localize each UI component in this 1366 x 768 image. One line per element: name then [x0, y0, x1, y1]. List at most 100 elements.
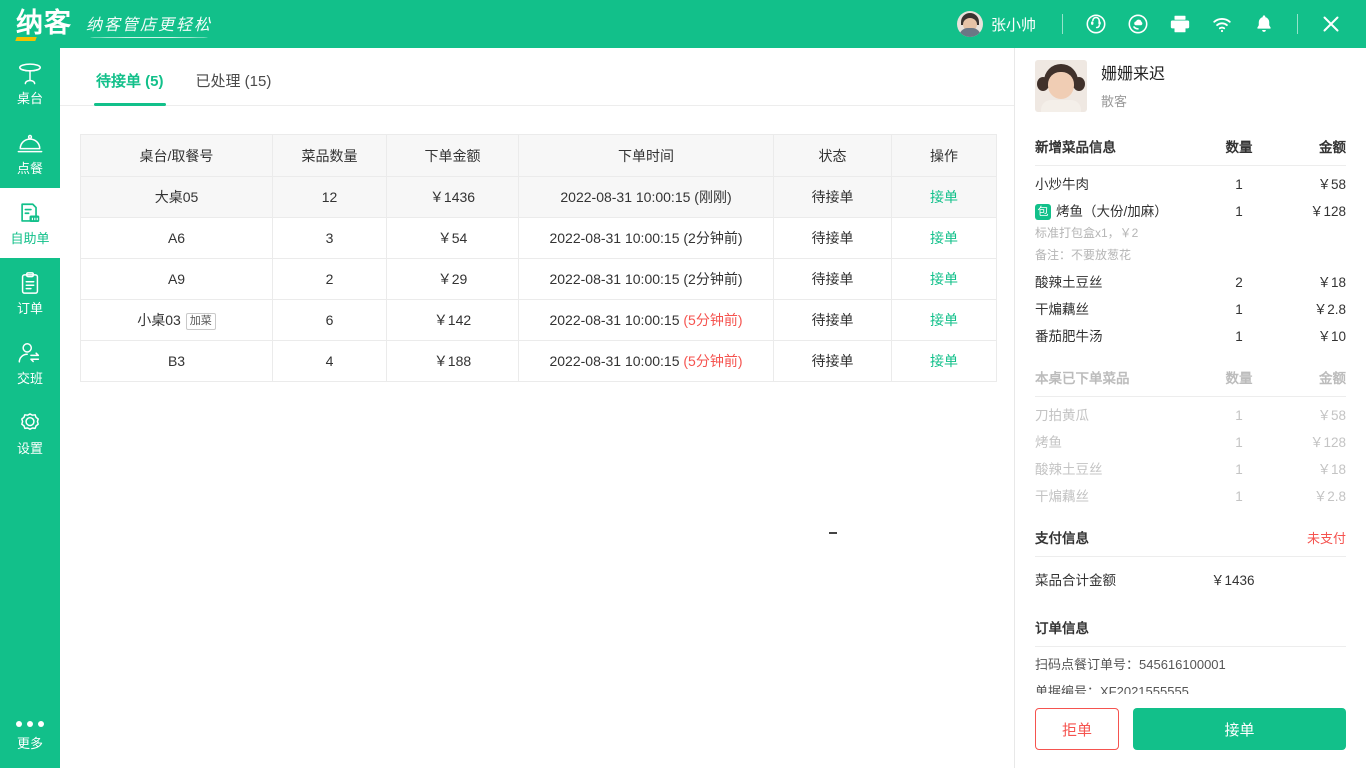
- header-divider-2: [1297, 14, 1298, 34]
- existing-dishes-amount-col: 金额: [1319, 371, 1346, 386]
- new-dishes-title: 新增菜品信息: [1035, 140, 1116, 155]
- payment-header: 支付信息 未支付: [1035, 517, 1346, 557]
- cell-action: 接单: [891, 217, 997, 259]
- dish-row: 干煸藕丝 1 ￥2.8: [1035, 291, 1346, 318]
- dish-name: 小炒牛肉: [1035, 177, 1089, 192]
- dish-note: 标准打包盒x1，￥2: [1035, 226, 1139, 240]
- cell-amount: ￥188: [386, 340, 519, 382]
- cell-table-no: B3: [80, 340, 273, 382]
- customer-name: 姗姗来迟: [1101, 65, 1166, 83]
- cell-time: 2022-08-31 10:00:15 (2分钟前): [518, 258, 774, 300]
- wifi-icon[interactable]: [1201, 0, 1243, 48]
- sidebar-item-order-food[interactable]: 点餐: [0, 118, 60, 188]
- headset-icon[interactable]: [1075, 0, 1117, 48]
- dish-qty: 1: [1235, 489, 1243, 504]
- tab-pending[interactable]: 待接单 (5): [80, 70, 180, 106]
- tab-processed[interactable]: 已处理 (15): [195, 73, 272, 90]
- cell-table-no: 小桌03 加菜: [80, 299, 273, 341]
- dish-note: 备注：不要放葱花: [1035, 248, 1132, 262]
- dish-name: 酸辣土豆丝: [1035, 462, 1103, 477]
- dish-qty: 1: [1235, 302, 1243, 317]
- close-icon[interactable]: [1310, 0, 1352, 48]
- cell-time: 2022-08-31 10:00:15 (刚刚): [518, 176, 774, 218]
- accept-order-link[interactable]: 接单: [930, 312, 958, 328]
- customer-type: 散客: [1101, 93, 1128, 109]
- cell-table-no: A6: [80, 217, 273, 259]
- cell-qty: 2: [272, 258, 387, 300]
- existing-dishes-title: 本桌已下单菜品: [1035, 371, 1130, 386]
- dish-amount: ￥18: [1317, 462, 1346, 477]
- accept-order-link[interactable]: 接单: [930, 230, 958, 246]
- col-qty: 菜品数量: [272, 134, 387, 177]
- table-header-row: 桌台/取餐号 菜品数量 下单金额 下单时间 状态 操作: [80, 134, 997, 177]
- dish-amount: ￥18: [1317, 275, 1346, 290]
- cell-status: 待接单: [773, 258, 892, 300]
- dish-row: 干煸藕丝 1 ￥2.8: [1035, 478, 1346, 505]
- order-detail-panel: 姗姗来迟 散客 新增菜品信息 数量 金额 小炒牛肉 1 ￥58 包烤鱼（大份/加…: [1014, 48, 1366, 768]
- sidebar-item-label: 交班: [16, 371, 43, 386]
- payment-total-label: 菜品合计金额: [1035, 573, 1116, 588]
- cell-status: 待接单: [773, 217, 892, 259]
- sidebar-item-tables[interactable]: 桌台: [0, 48, 60, 118]
- payment-title: 支付信息: [1035, 531, 1089, 546]
- printer-icon[interactable]: [1159, 0, 1201, 48]
- orders-table-wrap: 桌台/取餐号 菜品数量 下单金额 下单时间 状态 操作 大桌05 12 ￥143: [60, 106, 1014, 382]
- sidebar: 桌台 点餐: [0, 48, 60, 768]
- sidebar-item-shift[interactable]: 交班: [0, 328, 60, 398]
- cell-qty: 4: [272, 340, 387, 382]
- customer-text: 姗姗来迟 散客: [1101, 63, 1165, 110]
- order-detail-scroll: 姗姗来迟 散客 新增菜品信息 数量 金额 小炒牛肉 1 ￥58 包烤鱼（大份/加…: [1015, 48, 1366, 694]
- sidebar-item-more[interactable]: 更多: [0, 704, 60, 768]
- bell-icon[interactable]: [1243, 0, 1285, 48]
- payment-status-badge: 未支付: [1306, 531, 1346, 546]
- accept-order-link[interactable]: 接单: [930, 271, 958, 287]
- order-info-line: 扫码点餐订单号：545616100001: [1035, 657, 1226, 672]
- customer-avatar: [1035, 60, 1087, 112]
- self-order-icon: [16, 201, 44, 227]
- cell-amount: ￥54: [386, 217, 519, 259]
- sidebar-item-orders[interactable]: 订单: [0, 258, 60, 328]
- app-header: 纳客 纳客管店更轻松 张小帅: [0, 0, 1366, 48]
- dish-qty: 1: [1235, 408, 1243, 423]
- dish-row: 包烤鱼（大份/加麻） 1 ￥128: [1035, 193, 1346, 220]
- reject-order-button[interactable]: 拒单: [1035, 708, 1119, 750]
- dish-name: 刀拍黄瓜: [1035, 408, 1089, 423]
- accept-order-link[interactable]: 接单: [930, 189, 958, 205]
- cloud-sync-icon[interactable]: [1117, 0, 1159, 48]
- dish-row: 小炒牛肉 1 ￥58: [1035, 166, 1346, 193]
- cursor-artifact: [829, 532, 837, 534]
- dish-name: 番茄肥牛汤: [1035, 329, 1103, 344]
- sidebar-item-label: 点餐: [16, 161, 43, 176]
- header-actions: 张小帅: [956, 0, 1352, 48]
- sidebar-item-settings[interactable]: 设置: [0, 398, 60, 468]
- order-info-header: 订单信息: [1035, 607, 1346, 647]
- sidebar-item-label: 订单: [16, 301, 43, 316]
- dish-qty: 1: [1235, 462, 1243, 477]
- table-row[interactable]: 大桌05 12 ￥1436 2022-08-31 10:00:15 (刚刚) 待…: [80, 176, 997, 218]
- shift-user-icon: [16, 341, 44, 367]
- sidebar-item-label: 设置: [16, 441, 43, 456]
- col-time: 下单时间: [518, 134, 774, 177]
- table-row[interactable]: A9 2 ￥29 2022-08-31 10:00:15 (2分钟前) 待接单 …: [80, 258, 997, 300]
- sidebar-more-label: 更多: [16, 735, 43, 751]
- accept-order-link[interactable]: 接单: [930, 353, 958, 369]
- dish-amount: ￥58: [1317, 177, 1346, 192]
- table-row[interactable]: B3 4 ￥188 2022-08-31 10:00:15 (5分钟前) 待接单…: [80, 340, 997, 382]
- customer-block: 姗姗来迟 散客: [1035, 48, 1346, 126]
- dish-name: 干煸藕丝: [1035, 489, 1089, 504]
- cell-amount: ￥29: [386, 258, 519, 300]
- accept-order-button[interactable]: 接单: [1133, 708, 1346, 750]
- table-row[interactable]: 小桌03 加菜 6 ￥142 2022-08-31 10:00:15 (5分钟前)…: [80, 299, 997, 341]
- table-row[interactable]: A6 3 ￥54 2022-08-31 10:00:15 (2分钟前) 待接单 …: [80, 217, 997, 259]
- dish-qty: 2: [1235, 275, 1243, 290]
- cell-qty: 3: [272, 217, 387, 259]
- user-chip[interactable]: 张小帅: [956, 11, 1050, 37]
- existing-dishes-qty-col: 数量: [1225, 371, 1253, 386]
- section-gap: [1035, 505, 1346, 517]
- cell-action: 接单: [891, 176, 997, 218]
- cell-time: 2022-08-31 10:00:15 (5分钟前): [518, 340, 774, 382]
- sidebar-item-self-order[interactable]: 自助单: [0, 188, 60, 258]
- cell-action: 接单: [891, 299, 997, 341]
- dish-name: 烤鱼: [1035, 435, 1062, 450]
